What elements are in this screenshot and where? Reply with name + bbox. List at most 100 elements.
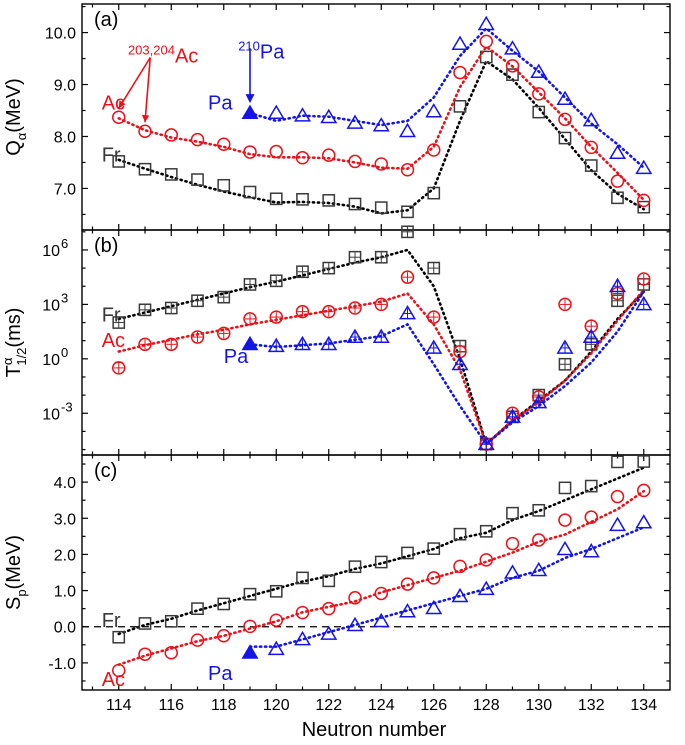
ac-point <box>374 586 388 601</box>
y-tick-exponent: 6 <box>61 236 68 251</box>
y-tick-label: -1.0 <box>48 656 76 673</box>
series-pa <box>241 15 653 175</box>
panel-label: (b) <box>94 235 118 257</box>
ac-point <box>217 629 231 643</box>
y-tick-label: 10 <box>42 406 60 423</box>
ac-point <box>400 162 415 177</box>
pa-point <box>398 603 417 618</box>
ac-point <box>243 145 257 159</box>
y-tick-label: 10 <box>42 352 60 369</box>
ac-point <box>295 304 310 319</box>
ac-point <box>348 591 362 605</box>
pa-point <box>293 630 312 646</box>
ac-point <box>427 571 441 585</box>
y-tick-label: 2.0 <box>54 547 76 564</box>
annotation-pa-isotope: 210Pa <box>238 39 285 64</box>
panel-frame <box>81 454 671 691</box>
y-tick-label: 10 <box>42 297 60 314</box>
ac-point <box>453 559 467 574</box>
fr-point <box>138 303 152 317</box>
series-ac <box>112 270 651 451</box>
annotation-arrowhead <box>245 94 255 104</box>
x-tick-label: 114 <box>106 697 132 714</box>
fr-point <box>269 192 283 206</box>
ac-point <box>295 151 310 165</box>
fr-point <box>506 506 519 520</box>
series-label-ac: Ac <box>102 93 125 115</box>
pa-point <box>425 599 443 615</box>
annotation-arrow <box>144 57 152 123</box>
annotation-arrowhead <box>141 114 150 123</box>
ac-point <box>558 297 572 312</box>
ac-point <box>269 613 283 627</box>
fr-point <box>243 278 257 291</box>
x-tick-label: 116 <box>158 697 184 714</box>
x-tick-label: 120 <box>263 697 290 714</box>
pa-point <box>556 90 574 106</box>
fr-point <box>584 479 598 493</box>
fr-point <box>401 546 414 560</box>
fr-point <box>217 290 231 304</box>
annotation-arrow <box>118 57 151 109</box>
x-tick-label: 132 <box>578 697 605 714</box>
series-fr <box>112 50 651 219</box>
ac-point <box>558 513 572 527</box>
ac-point <box>348 301 362 315</box>
pa-point <box>293 107 312 122</box>
ac-point <box>295 605 310 620</box>
ac-point <box>138 124 152 139</box>
y-tick-exponent: -3 <box>61 399 73 414</box>
pa-point <box>267 104 285 120</box>
fr-point <box>322 261 336 275</box>
pa-fit-line <box>248 26 646 169</box>
series-label-fr: Fr <box>102 145 121 167</box>
fr-point <box>164 301 178 315</box>
ac-point <box>427 143 441 157</box>
pa-point <box>425 103 443 118</box>
ac-point <box>138 337 152 352</box>
y-tick-label: 0.0 <box>54 620 76 637</box>
x-tick-label: 128 <box>473 697 500 714</box>
ac-point <box>637 483 651 498</box>
ac-point <box>138 647 152 661</box>
fr-point <box>427 542 441 555</box>
fr-point <box>296 265 309 279</box>
y-tick-label: 1.0 <box>54 584 76 601</box>
series-label-ac: Ac <box>102 330 125 352</box>
series-ac <box>112 483 651 678</box>
panel-label: (a) <box>94 9 118 31</box>
fr-point <box>558 131 572 145</box>
fr-point <box>348 560 362 574</box>
annotation-arrowhead <box>118 100 126 109</box>
ac-point <box>427 310 441 324</box>
pa-new-isotope-point <box>241 644 259 659</box>
ac-point <box>479 34 493 49</box>
pa-point <box>635 159 653 175</box>
fr-point <box>637 200 651 214</box>
pa-point <box>267 337 285 353</box>
pa-point <box>635 295 653 311</box>
fr-point <box>611 455 624 469</box>
ac-point <box>400 270 415 284</box>
fr-point <box>453 527 467 541</box>
y-tick-label: 3.0 <box>54 511 76 528</box>
ac-point <box>190 633 205 647</box>
pa-point <box>608 144 627 160</box>
pa-fit-line <box>248 526 646 648</box>
fr-point <box>584 159 598 172</box>
fr-point <box>374 250 388 264</box>
pa-point <box>451 355 469 371</box>
x-tick-label: 126 <box>420 697 447 714</box>
fr-point <box>191 173 204 186</box>
fr-point <box>112 155 126 168</box>
ac-point <box>164 337 178 352</box>
x-axis-label: Neutron number <box>302 719 447 741</box>
fr-point <box>296 192 309 206</box>
panel-a: 7.0 8.0 9.0 10.0 (a) Qα(MeV) Fr Ac Pa 203,204Ac 21… <box>3 3 671 231</box>
pa-point <box>503 408 522 423</box>
fr-point <box>401 225 414 239</box>
series-label-pa: Pa <box>224 346 249 368</box>
pa-fit-line <box>248 290 646 447</box>
y-tick-label: 10.0 <box>45 26 76 43</box>
